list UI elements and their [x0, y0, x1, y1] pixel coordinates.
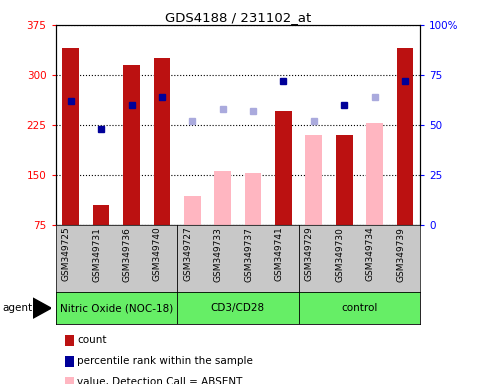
Text: agent: agent: [2, 303, 32, 313]
Text: GSM349734: GSM349734: [366, 227, 375, 281]
Text: GSM349737: GSM349737: [244, 227, 253, 281]
Text: Nitric Oxide (NOC-18): Nitric Oxide (NOC-18): [60, 303, 173, 313]
Bar: [184, 196, 200, 225]
Text: GSM349731: GSM349731: [92, 227, 101, 281]
Bar: [366, 123, 383, 225]
Bar: [275, 111, 292, 225]
Text: count: count: [77, 335, 107, 345]
Bar: [123, 65, 140, 225]
Bar: [93, 205, 110, 225]
Text: CD3/CD28: CD3/CD28: [211, 303, 265, 313]
Bar: [245, 173, 261, 225]
Text: value, Detection Call = ABSENT: value, Detection Call = ABSENT: [77, 377, 242, 384]
Bar: [62, 48, 79, 225]
Text: GSM349725: GSM349725: [62, 227, 71, 281]
Text: GSM349733: GSM349733: [213, 227, 223, 281]
Text: GSM349739: GSM349739: [396, 227, 405, 281]
Text: GSM349740: GSM349740: [153, 227, 162, 281]
Text: GSM349729: GSM349729: [305, 227, 314, 281]
Bar: [305, 135, 322, 225]
Bar: [214, 171, 231, 225]
Text: GSM349741: GSM349741: [274, 227, 284, 281]
Title: GDS4188 / 231102_at: GDS4188 / 231102_at: [165, 11, 311, 24]
Text: GSM349727: GSM349727: [183, 227, 192, 281]
Text: percentile rank within the sample: percentile rank within the sample: [77, 356, 253, 366]
Text: GSM349730: GSM349730: [335, 227, 344, 281]
Bar: [397, 48, 413, 225]
Text: control: control: [341, 303, 378, 313]
Text: GSM349736: GSM349736: [123, 227, 131, 281]
Polygon shape: [33, 298, 51, 318]
Bar: [154, 58, 170, 225]
Bar: [336, 135, 353, 225]
